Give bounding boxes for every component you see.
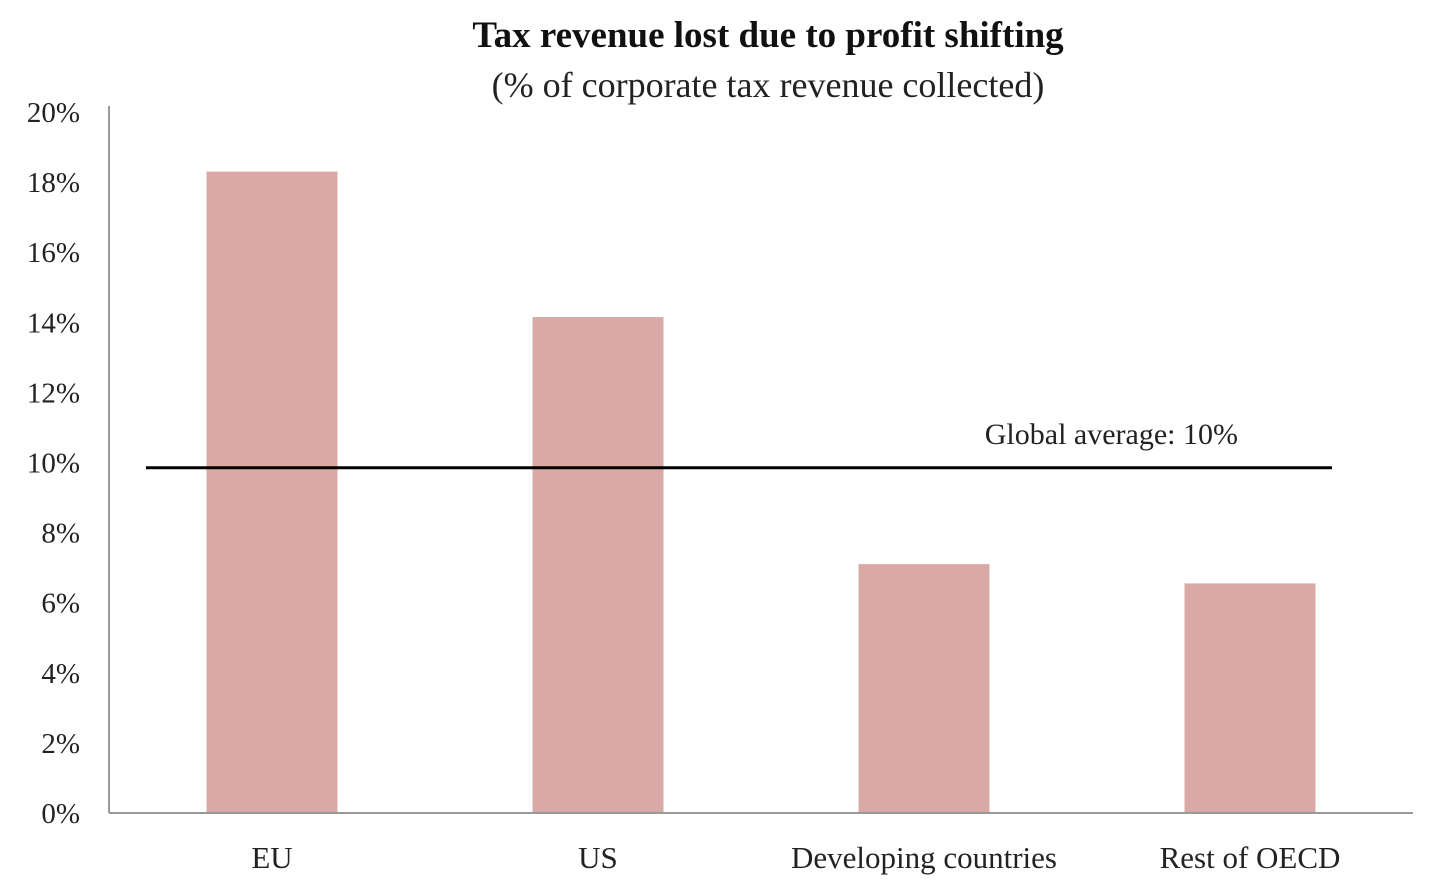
y-tick-label: 8% [41, 518, 80, 550]
y-tick-label: 20% [27, 97, 80, 129]
y-tick-label: 16% [27, 237, 80, 269]
x-category-label: Rest of OECD [1160, 840, 1341, 875]
bar-rest-of-oecd [1184, 583, 1316, 813]
y-tick-label: 2% [41, 728, 80, 760]
chart-title: Tax revenue lost due to profit shifting [472, 15, 1064, 56]
y-tick-label: 4% [41, 658, 80, 690]
y-tick-label: 0% [41, 798, 80, 830]
reference-line-group: Global average: 10% [146, 418, 1332, 470]
global-average-label: Global average: 10% [985, 418, 1238, 451]
y-tick-label: 10% [27, 448, 80, 480]
bar-eu [206, 171, 338, 813]
y-tick-label: 14% [27, 307, 80, 339]
bars [206, 171, 1316, 813]
y-tick-label: 12% [27, 377, 80, 409]
x-category-label: US [578, 840, 618, 875]
bar-developing-countries [858, 564, 990, 813]
y-axis: 0% 2% 4% 6% 8% 10% 12% 14% 16% 18% 20% [27, 97, 110, 830]
y-tick-label: 18% [27, 167, 80, 199]
y-tick-label: 6% [41, 588, 80, 620]
chart-subtitle: (% of corporate tax revenue collected) [492, 65, 1045, 105]
x-axis: EU US Developing countries Rest of OECD [109, 812, 1413, 875]
x-category-label: Developing countries [791, 840, 1057, 875]
x-category-label: EU [251, 840, 292, 875]
bar-us [532, 317, 664, 813]
